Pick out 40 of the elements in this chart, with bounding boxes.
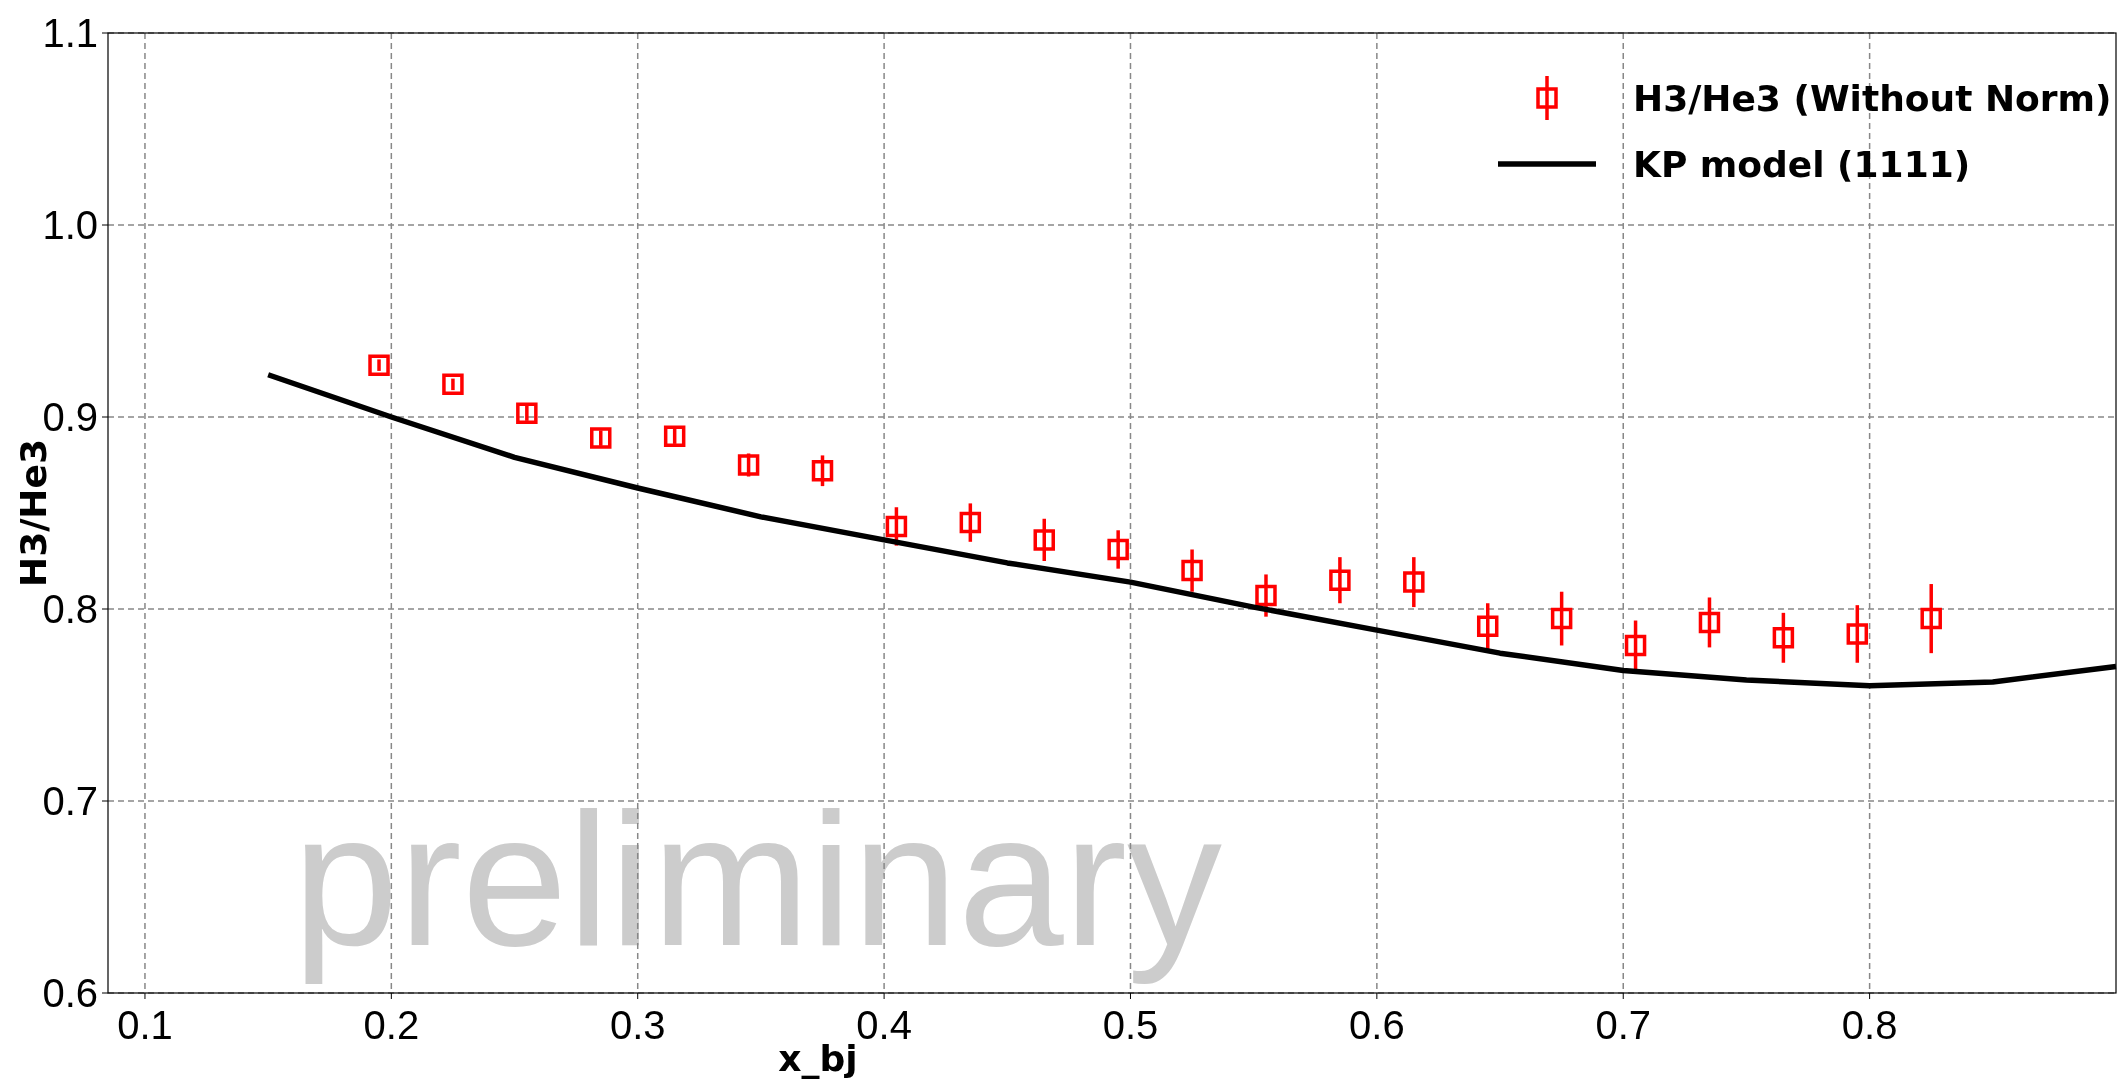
x-tick-label: 0.3 — [609, 1003, 666, 1047]
point — [516, 402, 538, 424]
point — [368, 354, 390, 376]
y-tick-label: 0.7 — [42, 779, 98, 823]
x-tick-label: 0.5 — [1102, 1003, 1159, 1047]
point — [442, 373, 464, 396]
y-tick-label: 0.8 — [42, 587, 98, 631]
point — [959, 511, 982, 534]
point — [1550, 607, 1573, 630]
point — [1403, 571, 1425, 593]
x-tick-label: 0.1 — [117, 1003, 173, 1047]
x-tick-label: 0.4 — [856, 1003, 912, 1047]
x-tick-label: 0.8 — [1841, 1003, 1898, 1047]
point — [811, 460, 834, 482]
point — [1698, 611, 1721, 634]
point — [1476, 615, 1499, 638]
x-tick-label: 0.7 — [1595, 1003, 1652, 1047]
point — [1772, 627, 1795, 649]
point — [1255, 584, 1277, 607]
y-tick-label: 1.0 — [42, 203, 98, 247]
x-tick-label: 0.6 — [1349, 1003, 1405, 1047]
point — [1846, 623, 1869, 645]
point — [1033, 529, 1055, 551]
point — [1329, 569, 1351, 591]
x-axis-title: x_bj — [778, 1038, 858, 1079]
point — [885, 515, 908, 538]
legend-label: H3/He3 (Without Norm) — [1633, 77, 2112, 119]
y-axis-title: H3/He3 — [13, 439, 54, 587]
point — [1181, 559, 1203, 582]
point — [1624, 634, 1647, 657]
point — [590, 427, 612, 449]
point — [1920, 607, 1942, 630]
y-tick-label: 0.6 — [42, 971, 98, 1015]
y-tick-label: 1.1 — [42, 11, 98, 55]
legend-label: KP model (1111) — [1633, 143, 1971, 185]
x-tick-label: 0.2 — [363, 1003, 420, 1047]
point — [737, 454, 760, 476]
point — [663, 425, 686, 447]
point — [1107, 538, 1129, 561]
y-tick-label: 0.9 — [42, 395, 98, 439]
